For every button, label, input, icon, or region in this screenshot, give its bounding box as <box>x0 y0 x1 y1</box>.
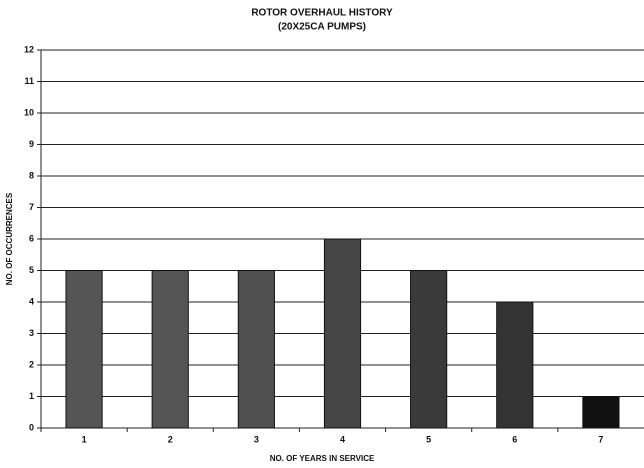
bar <box>410 270 448 429</box>
x-tick-label: 1 <box>82 434 87 444</box>
y-tick-label: 3 <box>29 328 34 338</box>
chart-title: ROTOR OVERHAUL HISTORY <box>251 8 393 19</box>
x-tick-label: 7 <box>598 434 603 444</box>
x-axis-label: NO. OF YEARS IN SERVICE <box>270 454 375 463</box>
x-tick-label: 2 <box>168 434 173 444</box>
x-tick-label: 3 <box>254 434 259 444</box>
x-tick-label: 5 <box>426 434 431 444</box>
y-tick-label: 9 <box>29 139 34 149</box>
y-tick-label: 11 <box>24 76 34 86</box>
y-tick-label: 2 <box>29 359 34 369</box>
chart-subtitle: (20X25CA PUMPS) <box>278 22 366 33</box>
x-tick-label: 6 <box>512 434 517 444</box>
y-tick-label: 5 <box>29 265 34 275</box>
bar <box>237 270 275 429</box>
bar <box>496 301 534 429</box>
y-axis-label: NO. OF OCCURRENCES <box>5 192 14 285</box>
y-tick-label: 12 <box>24 44 34 54</box>
y-tick-label: 7 <box>29 202 34 212</box>
y-tick-label: 8 <box>29 170 34 180</box>
bar <box>582 396 620 429</box>
y-tick-label: 0 <box>29 422 34 432</box>
bar <box>65 270 103 429</box>
y-tick-label: 4 <box>29 296 34 306</box>
y-tick-label: 1 <box>29 391 34 401</box>
bar <box>151 270 189 429</box>
x-tick-label: 4 <box>340 434 345 444</box>
bar <box>323 238 362 429</box>
y-tick-label: 6 <box>29 233 34 243</box>
y-tick-label: 10 <box>24 107 34 117</box>
